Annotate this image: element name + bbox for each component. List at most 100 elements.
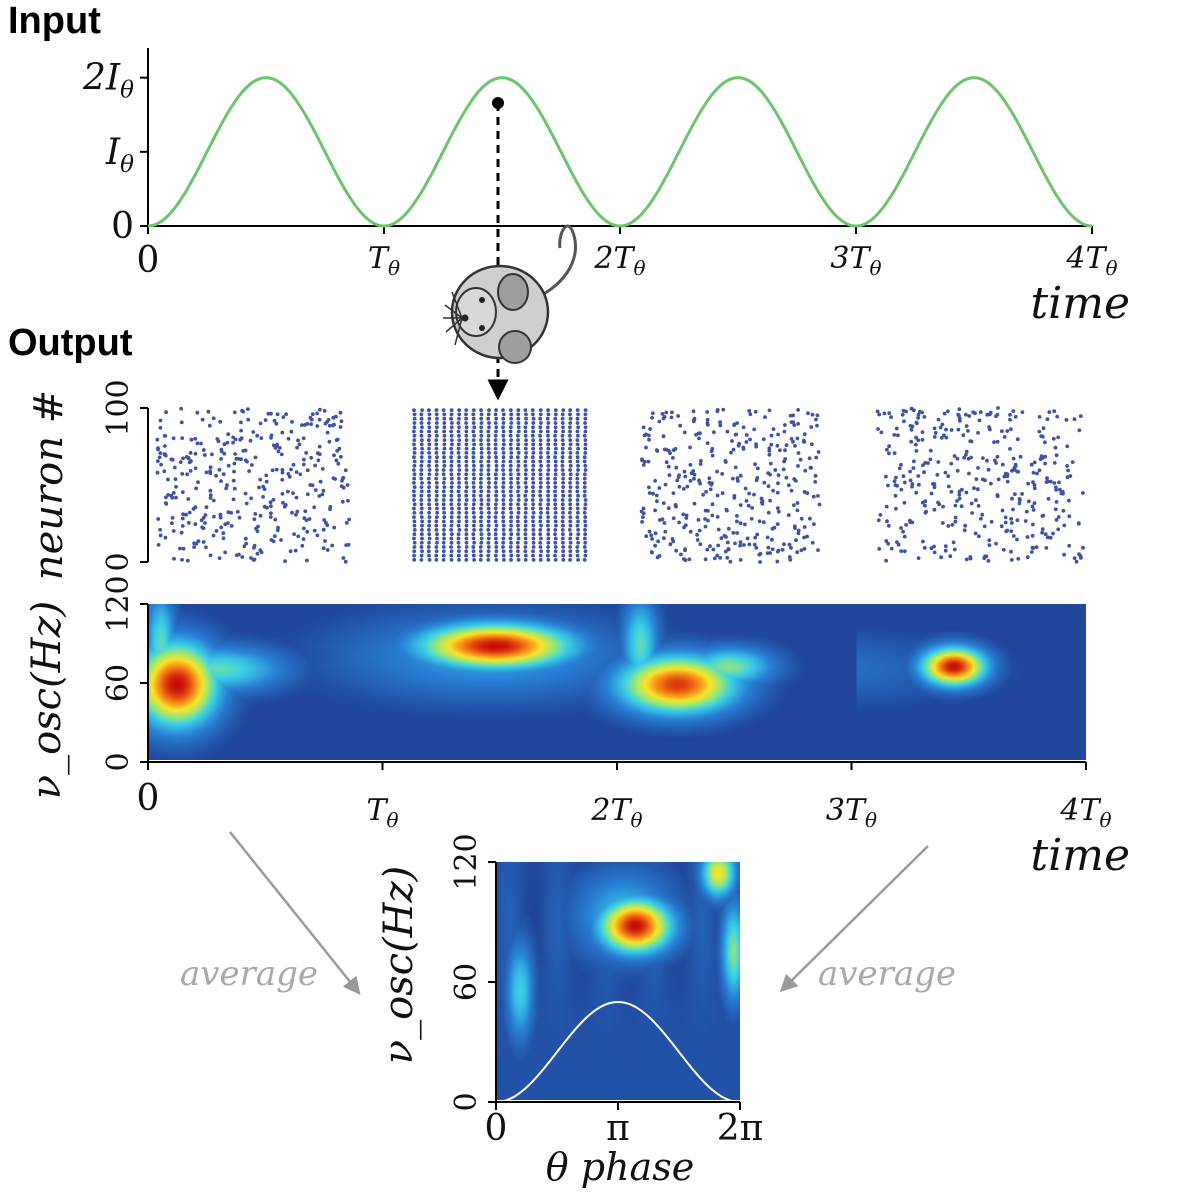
raster-spike [449,553,454,558]
raster-spike [561,540,565,545]
raster-spike [464,540,469,545]
raster-spike [509,493,513,498]
raster-spike [683,548,687,553]
raster-spike [976,504,981,508]
raster-spike [538,558,543,562]
raster-spike [1052,481,1057,485]
raster-spike [178,460,183,464]
raster-spike [441,519,446,524]
raster-spike [456,523,461,528]
raster-spike [538,425,543,430]
raster-spike [575,481,580,485]
raster-spike [720,491,725,496]
raster-spike [568,489,572,494]
raster-spike [538,438,543,442]
raster-spike [688,445,692,450]
raster-spike [560,528,565,532]
raster-spike [268,500,273,505]
raster-spike [716,527,721,532]
raster-spike [640,520,644,524]
phase-x-tick-label: 0 [485,1108,508,1149]
raster-spike [554,446,558,451]
raster-spike [553,433,557,438]
raster-spike [816,494,820,498]
phase-x-tick-label: 2π [717,1108,764,1149]
raster-spike [576,532,581,537]
raster-spike [493,553,498,558]
raster-spike [159,462,164,467]
raster-spike [648,427,652,431]
raster-spike [309,455,314,460]
raster-spike [516,481,520,485]
raster-spike [240,408,245,413]
raster-spike [1008,412,1012,417]
raster-spike [449,498,454,502]
raster-spike [1031,480,1035,485]
raster-spike [332,525,337,530]
raster-spike [676,475,681,479]
raster-spike [1048,535,1053,540]
raster-spike [442,442,447,447]
raster-spike [582,489,587,494]
raster-spike [193,466,198,471]
raster-spike [703,557,708,562]
raster-spike [708,487,713,492]
raster-spike [180,436,185,440]
raster-spike [173,477,178,481]
raster-spike [553,416,558,421]
raster-spike [494,425,499,430]
raster-spike [1020,492,1024,496]
raster-spike [568,438,573,442]
raster-spike [793,444,797,448]
raster-spike [1056,435,1061,440]
raster-spike [943,470,948,475]
raster-spike [978,410,983,414]
raster-spike [553,493,558,498]
raster-spike [878,513,883,517]
raster-spike [449,528,454,532]
raster-spike [886,523,891,528]
raster-spike [427,463,431,468]
raster-spike [509,510,514,515]
raster-spike [501,468,505,472]
raster-spike [412,446,417,451]
raster-spike [292,532,296,536]
raster-spike [568,425,572,430]
raster-spike [949,461,954,466]
raster-spike [716,543,721,548]
raster-spike [163,452,168,457]
raster-spike [516,493,521,498]
raster-spike [802,439,807,444]
raster-spike [325,523,330,528]
raster-spike [487,515,491,519]
raster-spike [419,459,424,464]
raster-spike [435,536,439,541]
raster-spike [810,412,815,417]
raster-spike [471,429,476,434]
raster-spike [546,421,551,425]
raster-spike [546,442,551,447]
raster-spike [435,416,439,421]
raster-spike [697,436,701,441]
raster-spike [493,481,498,485]
raster-spike [546,459,551,464]
raster-spike [344,543,349,547]
raster-spike [1043,440,1047,445]
raster-spike [486,433,491,438]
raster-spike [501,489,506,494]
raster-spike [321,527,326,532]
spec-y-tick-label: 120 [101,575,136,632]
raster-spike [509,540,513,545]
raster-spike [412,519,417,524]
raster-spike [1061,508,1066,513]
raster-spike [531,519,535,524]
raster-spike [576,463,580,468]
raster-spike [796,451,801,455]
raster-spike [923,503,927,508]
raster-spike [412,498,416,502]
raster-spike [765,535,770,540]
raster-spike [539,463,543,468]
input-x-label: time [1030,278,1130,329]
raster-spike [464,451,469,455]
raster-spike [185,472,190,477]
